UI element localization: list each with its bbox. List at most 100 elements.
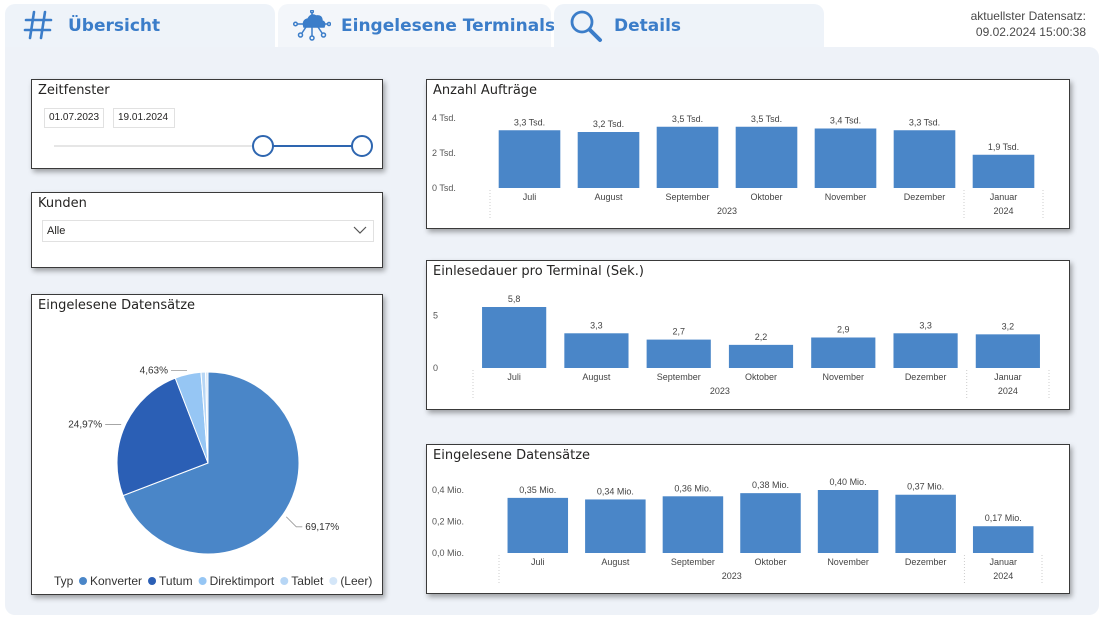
x-tick-label: Dezember [905,557,947,567]
hashtag-icon [23,10,53,45]
x-tick-label: August [594,192,623,202]
date-to-input[interactable]: 19.01.2024 [113,108,175,128]
bar-chart-card-duration: Einlesedauer pro Terminal (Sek.) 0 5 5,8 Ju… [426,260,1070,410]
bar-dezember[interactable] [893,333,958,368]
bar-data-label: 5,8 [508,294,521,304]
slicer-title: Zeitfenster [38,83,110,98]
bar-oktober[interactable] [728,344,794,368]
x-tick-label: August [601,557,630,567]
data-timestamp-value: 09.02.2024 15:00:38 [975,25,1086,39]
tab-uebersicht[interactable]: Übersicht [5,4,275,48]
bar-august[interactable] [564,333,629,368]
x-group-label: 2023 [710,386,730,396]
legend-entry[interactable]: Konverter [90,574,142,588]
bar-januar[interactable] [972,154,1035,188]
bar-chart-records: 0,0 Mio. 0,2 Mio. 0,4 Mio. 0,35 Mio. Juli 0,3… [432,477,1043,585]
bar-data-label: 0,36 Mio. [674,483,711,493]
legend-entry[interactable]: Tutum [159,574,193,588]
x-tick-label: Oktober [754,557,786,567]
dropdown-selected-value: Alle [47,225,66,237]
x-tick-label: Dezember [904,192,946,202]
slicer-title: Kunden [38,196,87,211]
bar-data-label: 1,9 Tsd. [988,142,1019,152]
legend-entry[interactable]: Direktimport [210,574,275,588]
chart-title: Eingelesene Datensätze [433,448,591,463]
tab-eingelesene-terminals[interactable]: Eingelesene Terminals [278,4,555,48]
tab-details[interactable]: Details [554,4,824,48]
bar-data-label: 2,2 [755,332,768,342]
legend-marker [148,577,157,585]
slider-range-fill [263,145,362,147]
legend-marker [280,577,289,585]
data-timestamp: aktuellster Datensatz: 09.02.2024 15:00:… [971,8,1086,40]
bar-oktober[interactable] [735,126,798,188]
bar-november[interactable] [817,490,879,553]
x-group-label: 2023 [722,571,742,581]
pie-slice-tutum[interactable] [116,377,209,497]
data-timestamp-label: aktuellster Datensatz: [970,9,1086,23]
tab-label: Übersicht [68,16,161,36]
legend-marker [329,577,338,585]
bar-dezember[interactable] [895,494,956,553]
x-tick-label: September [657,372,701,382]
pie-slice-konverter[interactable] [122,371,300,555]
legend-title: Typ [54,574,74,588]
x-tick-label: November [827,557,869,567]
bar-januar[interactable] [975,334,1040,368]
bar-august[interactable] [585,499,646,553]
cloud-network-icon [292,9,332,47]
legend-marker [198,577,207,585]
bar-data-label: 2,9 [837,325,850,335]
y-tick-label: 2 Tsd. [432,148,456,158]
bar-juli[interactable] [482,307,547,368]
pie-chart: 69,17% 24,97% 4,63% Typ Konverter Tutum Direkt… [54,365,372,588]
bar-november[interactable] [814,128,877,189]
bar-november[interactable] [811,337,876,369]
bar-data-label: 0,34 Mio. [597,486,634,496]
pie-data-label: 69,17% [305,522,339,533]
chart-title: Einlesedauer pro Terminal (Sek.) [433,264,644,279]
x-group-label: 2023 [717,206,737,216]
x-tick-label: September [665,192,709,202]
bar-januar[interactable] [972,526,1034,553]
legend-marker [79,577,87,585]
bar-september[interactable] [662,496,724,553]
customer-dropdown[interactable]: Alle [42,220,374,242]
slider-handle-start[interactable] [252,135,275,157]
bar-data-label: 3,3 Tsd. [909,117,940,127]
pie-slice-leer[interactable] [205,371,209,464]
bar-august[interactable] [577,132,640,188]
bar-september[interactable] [646,339,711,368]
bar-september[interactable] [656,126,719,188]
y-tick-label: 0,0 Mio. [432,548,464,558]
bar-chart-card-records: Eingelesene Datensätze 0,0 Mio. 0,2 Mio. 0… [426,444,1070,594]
x-tick-label: Oktober [745,372,777,382]
bar-oktober[interactable] [740,493,801,553]
x-group-label: 2024 [993,206,1013,216]
chevron-down-icon [353,223,367,240]
y-tick-label: 0 [433,363,438,373]
bar-data-label: 0,35 Mio. [519,485,556,495]
x-group-label: 2024 [998,386,1018,396]
legend-entry[interactable]: Tablet [291,574,324,588]
bar-juli[interactable] [498,130,561,188]
search-icon [569,9,603,48]
bar-juli[interactable] [507,497,569,553]
bar-chart-duration: 0 5 5,8 Juli 3,3 August 2,7 September 2,2 Oktober… [433,294,1050,400]
bar-chart-orders: 0 Tsd. 2 Tsd. 4 Tsd. 3,3 Tsd. Juli 3,2 Tsd. Au… [432,113,1044,220]
x-tick-label: Januar [990,192,1018,202]
x-tick-label: September [671,557,715,567]
bar-dezember[interactable] [893,130,956,188]
x-tick-label: Juli [523,192,537,202]
bar-data-label: 3,2 [1002,321,1015,331]
legend-entry[interactable]: (Leer) [340,574,372,588]
y-tick-label: 0,4 Mio. [432,485,464,495]
slider-handle-end[interactable] [351,135,373,157]
bar-data-label: 3,3 [919,320,932,330]
y-tick-label: 4 Tsd. [432,113,456,123]
date-from-input[interactable]: 01.07.2023 [44,108,104,128]
pie-chart-card: Eingelesene Datensätze 69,17% 24,97% 4,63%… [31,294,383,595]
tab-label: Eingelesene Terminals [341,16,556,36]
y-tick-label: 5 [433,310,438,320]
bar-data-label: 3,5 Tsd. [672,114,703,124]
